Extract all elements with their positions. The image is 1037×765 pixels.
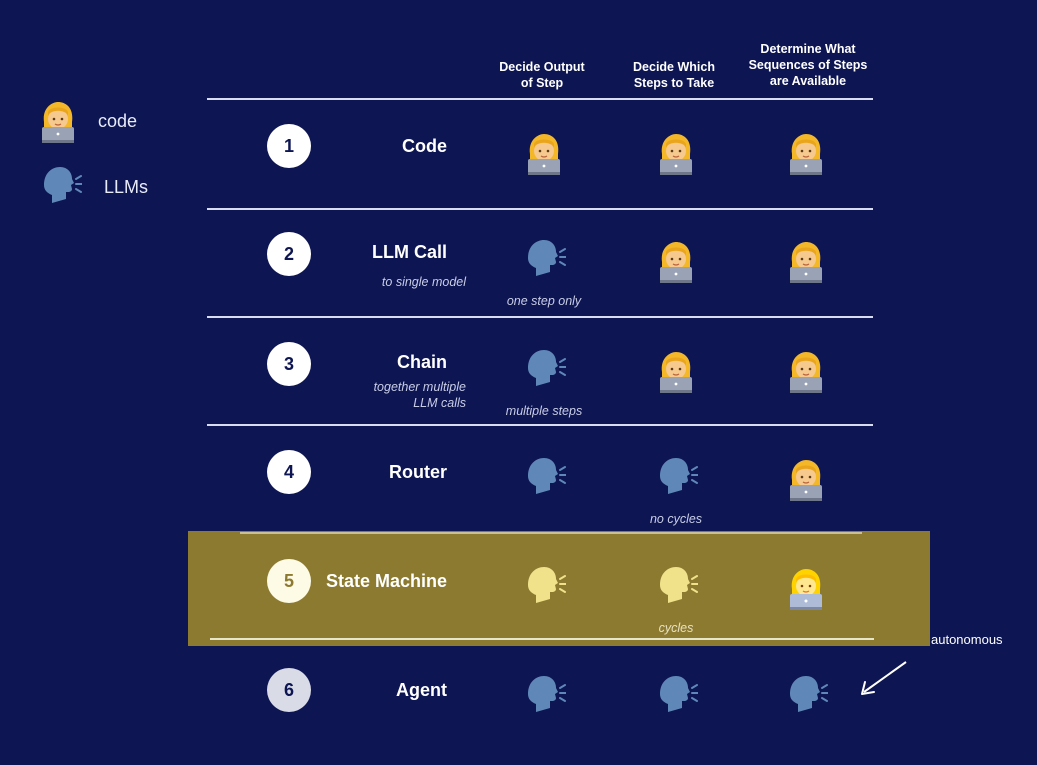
legend-label-llms: LLMs [104, 177, 149, 197]
table-rule [240, 532, 862, 534]
row-number: 1 [267, 124, 311, 168]
table-rule [207, 208, 873, 210]
cell-note: multiple steps [505, 404, 583, 418]
speaking-head-icon [522, 456, 566, 496]
arrow-down-left-icon [861, 661, 907, 695]
coder-icon [656, 350, 696, 394]
speaking-head-icon [522, 674, 566, 714]
speaking-head-icon [784, 674, 828, 714]
speaking-head-icon [522, 565, 566, 605]
coder-icon [656, 240, 696, 284]
table-rule [207, 98, 873, 100]
row-number: 2 [267, 232, 311, 276]
speaking-head-icon [38, 165, 82, 205]
row-number: 4 [267, 450, 311, 494]
row-subtitle: to single model [381, 275, 466, 289]
cell-note: one step only [506, 294, 582, 308]
table-rule [207, 316, 873, 318]
row-title: LLM Call [372, 242, 447, 262]
cell-note: cycles [658, 621, 694, 635]
coder-icon [656, 132, 696, 176]
table-rule [210, 638, 874, 640]
header-determine-sequences: Determine What Sequences of Steps are Avai… [748, 42, 868, 88]
legend-label-code: code [98, 111, 138, 131]
row-title: Agent [396, 680, 447, 700]
row-title: State Machine [325, 571, 447, 591]
speaking-head-icon [522, 238, 566, 278]
coder-icon [786, 567, 826, 611]
row-number: 6 [267, 668, 311, 712]
speaking-head-icon [654, 674, 698, 714]
header-decide-steps: Decide Which Steps to Take [633, 60, 715, 90]
header-decide-output: Decide Output of Step [499, 60, 585, 90]
row-number: 3 [267, 342, 311, 386]
row-title: Router [389, 462, 447, 482]
coder-icon [786, 132, 826, 176]
coder-icon [786, 240, 826, 284]
row-subtitle: together multiple LLM calls [373, 380, 466, 410]
coder-icon [786, 350, 826, 394]
coder-icon [524, 132, 564, 176]
table-rule [207, 424, 873, 426]
speaking-head-icon [522, 348, 566, 388]
row-title: Code [402, 136, 447, 156]
cell-note: no cycles [649, 512, 703, 526]
autonomous-label: autonomous [931, 632, 1003, 647]
row-title: Chain [396, 352, 447, 372]
speaking-head-icon [654, 565, 698, 605]
coder-icon [38, 100, 78, 144]
coder-icon [786, 458, 826, 502]
row-number: 5 [267, 559, 311, 603]
speaking-head-icon [654, 456, 698, 496]
